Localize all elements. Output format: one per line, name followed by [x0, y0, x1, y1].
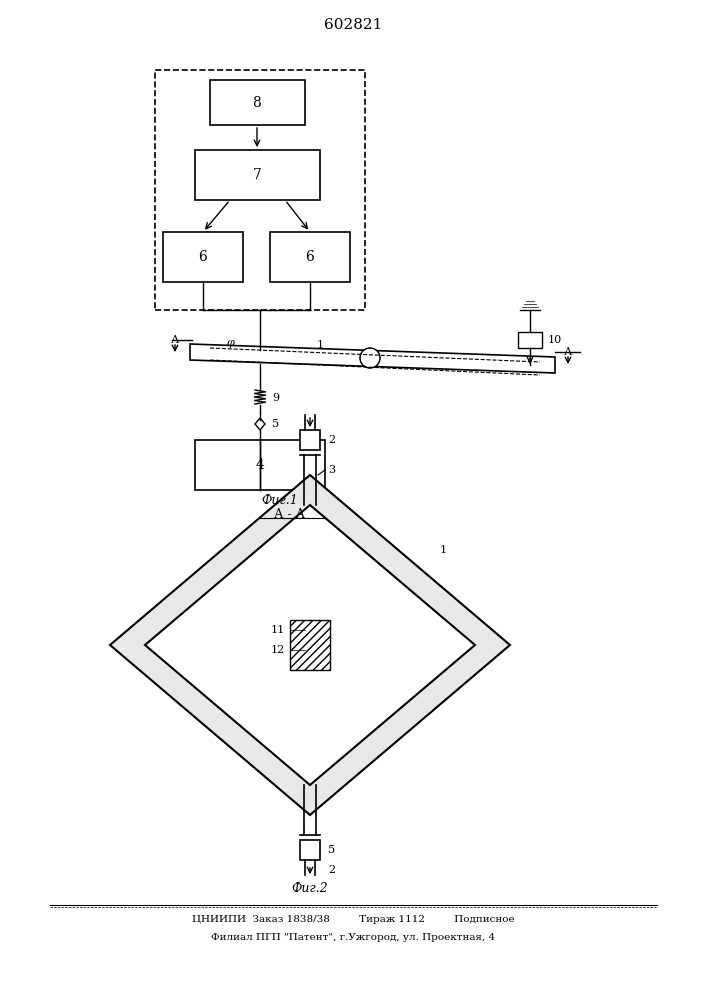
Bar	[270, 232, 350, 282]
Bar	[163, 232, 243, 282]
Text: 5: 5	[272, 419, 279, 429]
Circle shape	[360, 348, 380, 368]
Text: φ: φ	[226, 338, 234, 348]
Polygon shape	[145, 505, 475, 785]
Bar	[290, 620, 330, 670]
Text: 7: 7	[252, 168, 262, 182]
Text: А - А: А - А	[274, 508, 305, 522]
Text: А: А	[171, 335, 179, 345]
Polygon shape	[255, 418, 265, 430]
Text: 3: 3	[328, 465, 335, 475]
Text: 2: 2	[328, 435, 335, 445]
Text: 6: 6	[305, 250, 315, 264]
Text: 2: 2	[328, 865, 335, 875]
Bar	[210, 80, 305, 125]
Text: А: А	[563, 347, 572, 357]
Bar	[300, 840, 320, 860]
Text: 4: 4	[255, 458, 264, 472]
Text: 8: 8	[252, 96, 262, 110]
Text: Фиг.1: Фиг.1	[262, 493, 298, 506]
Polygon shape	[110, 475, 510, 815]
Text: Фиг.2: Фиг.2	[291, 882, 328, 894]
Text: 602821: 602821	[324, 18, 382, 32]
Text: 12: 12	[271, 645, 285, 655]
Bar	[195, 150, 320, 200]
Polygon shape	[190, 344, 555, 373]
Text: Филиал ПГП "Патент", г.Ужгород, ул. Проектная, 4: Филиал ПГП "Патент", г.Ужгород, ул. Прое…	[211, 934, 495, 942]
Text: 11: 11	[271, 625, 285, 635]
Bar	[155, 70, 365, 310]
Text: 6: 6	[199, 250, 207, 264]
Text: 9: 9	[272, 393, 279, 403]
Text: 1: 1	[440, 545, 447, 555]
Text: 5: 5	[328, 845, 335, 855]
Bar	[195, 440, 325, 490]
Text: ЦНИИПИ  Заказ 1838/38         Тираж 1112         Подписное: ЦНИИПИ Заказ 1838/38 Тираж 1112 Подписно…	[192, 916, 514, 924]
Bar	[300, 430, 320, 450]
Text: 10: 10	[548, 335, 562, 345]
Text: 1: 1	[317, 340, 324, 350]
Bar	[518, 332, 542, 348]
